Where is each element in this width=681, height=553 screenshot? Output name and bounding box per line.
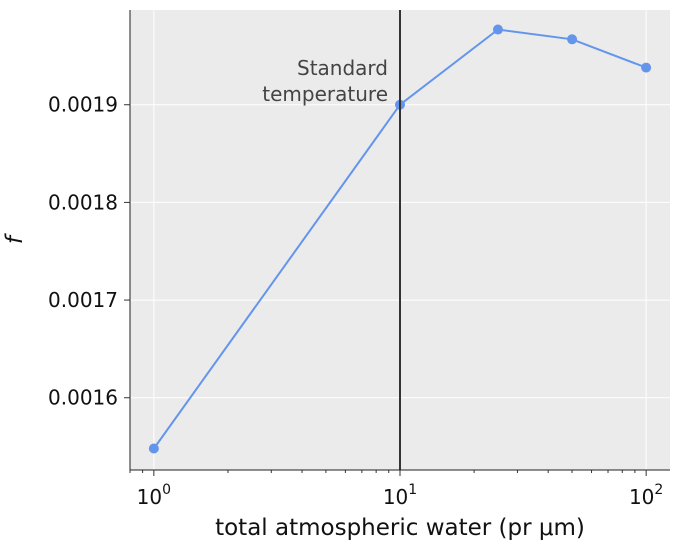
data-point-0-3: [567, 34, 578, 45]
annotation-line-1: temperature: [262, 82, 388, 106]
x-tick-labels: 100 101 102: [137, 482, 664, 509]
y-tick-label-3: 0.0019: [48, 93, 118, 117]
x-tick-label-2: 102: [629, 482, 663, 509]
x-tick-label-0: 100: [137, 482, 171, 509]
x-tick-label-1: 101: [383, 482, 417, 509]
data-point-0-2: [492, 24, 503, 35]
y-tick-label-0: 0.0016: [48, 386, 118, 410]
annotation-line-0: Standard: [297, 56, 388, 80]
y-axis-label: f: [2, 233, 28, 244]
y-tick-label-2: 0.0018: [48, 190, 118, 214]
data-point-0-0: [148, 443, 159, 454]
data-point-0-4: [641, 62, 652, 73]
axes: [129, 10, 670, 471]
y-tick-labels: 0.0016 0.0017 0.0018 0.0019: [48, 93, 118, 410]
standard-temperature-annotation: Standard temperature: [262, 56, 388, 106]
y-tick-label-1: 0.0017: [48, 288, 118, 312]
x-axis-label: total atmospheric water (pr μm): [215, 515, 585, 541]
